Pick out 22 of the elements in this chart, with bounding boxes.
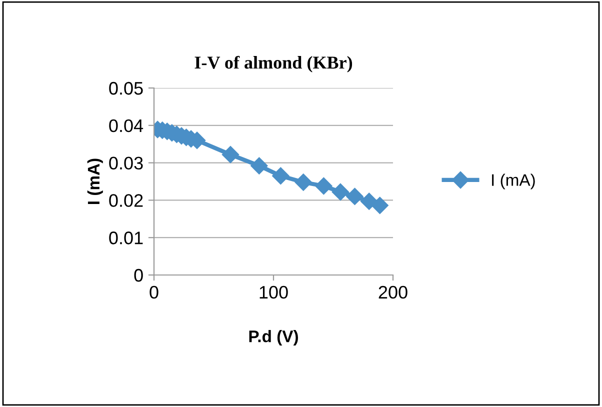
y-tick-label: 0.03 (109, 156, 143, 170)
y-tick-label: 0.04 (109, 119, 144, 132)
point (332, 183, 349, 201)
x-tick-label: 100 (260, 286, 288, 299)
y-axis-title: I (mA) (87, 158, 103, 204)
legend-label: I (mA) (492, 174, 535, 190)
x-axis-title: P.d (V) (249, 330, 298, 346)
x-tick-label: 200 (378, 286, 408, 299)
point (222, 146, 240, 164)
point (250, 157, 268, 174)
point (346, 188, 364, 206)
point (371, 196, 388, 214)
y-tick-label: 0 (134, 268, 143, 282)
y-tick-label: 0.02 (109, 194, 143, 207)
point (360, 192, 378, 210)
point (272, 167, 290, 184)
point (315, 177, 332, 195)
chart-title: I-V of almond (KBr) (194, 56, 352, 72)
y-tick-label: 0.01 (109, 232, 143, 244)
point (294, 174, 312, 191)
x-tick-label: 0 (150, 286, 158, 299)
y-tick-label: 0.05 (109, 82, 143, 95)
